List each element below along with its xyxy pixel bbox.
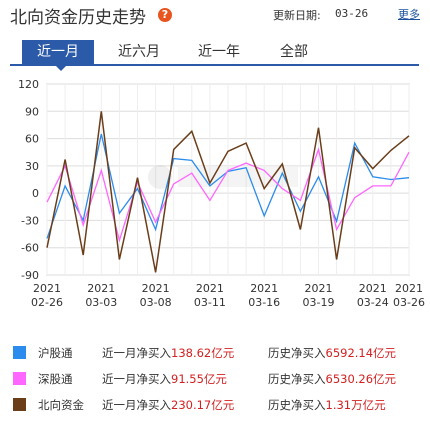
x-tick-year: 2021 (196, 282, 224, 295)
update-date-label: 更新日期: (273, 9, 321, 22)
tab-one-month[interactable]: 近一月 (22, 40, 94, 64)
legend-name: 深股通 (38, 372, 73, 386)
legend-month-net: 近一月净买入138.62亿元 (102, 346, 235, 360)
series-line-2 (46, 111, 410, 273)
x-tick-year: 2021 (87, 282, 115, 295)
x-tick-date: 03-16 (248, 296, 280, 309)
series-line-1 (46, 147, 410, 243)
y-axis-ticks: 120 90 60 30 0 -30 -60 -90 (18, 78, 39, 282)
x-tick-date: 02-26 (31, 296, 63, 309)
tab-one-year[interactable]: 近一年 (198, 44, 240, 60)
legend-swatch-shanghai (13, 346, 26, 359)
legend-name: 北向资金 (38, 398, 84, 412)
legend-swatch-shenzhen (13, 372, 26, 385)
y-tick-label: 60 (25, 133, 39, 146)
legend-row-shenzhen: 深股通 近一月净买入91.55亿元 历史净买入6530.26亿元 (0, 366, 430, 392)
chart-grid (46, 83, 410, 276)
tab-all[interactable]: 全部 (280, 44, 308, 60)
legend-month-net: 近一月净买入91.55亿元 (102, 372, 227, 386)
legend-history-net: 历史净买入6530.26亿元 (268, 372, 397, 386)
x-tick-date: 03-11 (194, 296, 226, 309)
x-tick-year: 2021 (305, 282, 333, 295)
y-tick-label: 0 (32, 187, 39, 200)
x-tick-date: 03-19 (303, 296, 335, 309)
x-tick-date: 03-24 (357, 296, 389, 309)
tab-six-months[interactable]: 近六月 (118, 44, 160, 60)
legend-row-shanghai: 沪股通 近一月净买入138.62亿元 历史净买入6592.14亿元 (0, 340, 430, 366)
x-axis-ticks: 202102-26202103-03202103-08202103-112021… (31, 282, 425, 309)
legend-swatch-northbound (13, 398, 26, 411)
x-tick-year: 2021 (33, 282, 61, 295)
legend-row-northbound: 北向资金 近一月净买入230.17亿元 历史净买入1.31万亿元 (0, 392, 430, 418)
header: 北向资金历史走势 ? 更新日期: 03-26 更多 (0, 0, 430, 30)
x-tick-year: 2021 (395, 282, 423, 295)
legend-month-net: 近一月净买入230.17亿元 (102, 398, 235, 412)
chart-series (46, 111, 410, 273)
help-icon[interactable]: ? (158, 8, 172, 22)
watermark-logo (148, 165, 298, 189)
page-title: 北向资金历史走势 (10, 8, 146, 28)
more-link[interactable]: 更多 (398, 8, 420, 21)
x-tick-date: 03-26 (393, 296, 425, 309)
y-tick-label: -90 (21, 269, 39, 282)
x-tick-year: 2021 (250, 282, 278, 295)
tab-underline (10, 64, 419, 66)
legend-history-net: 历史净买入6592.14亿元 (268, 346, 397, 360)
y-tick-label: 120 (18, 78, 39, 91)
legend-history-net: 历史净买入1.31万亿元 (268, 398, 386, 412)
update-date-value: 03-26 (335, 7, 369, 20)
y-tick-label: 90 (25, 105, 39, 118)
y-tick-label: 30 (25, 160, 39, 173)
x-tick-year: 2021 (359, 282, 387, 295)
y-tick-label: -60 (21, 242, 39, 255)
legend-name: 沪股通 (38, 346, 73, 360)
active-tab-pointer-icon (55, 65, 67, 71)
y-tick-label: -30 (21, 214, 39, 227)
x-tick-date: 03-03 (85, 296, 117, 309)
x-tick-year: 2021 (142, 282, 170, 295)
x-tick-date: 03-08 (140, 296, 172, 309)
